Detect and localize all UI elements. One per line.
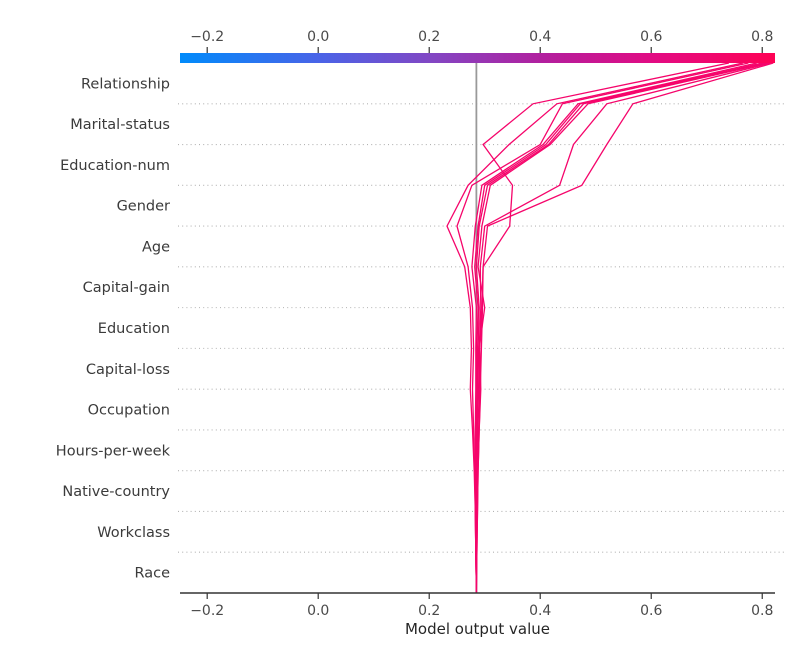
x-axis-tick-label: 0.6	[640, 603, 662, 619]
feature-label-marital-status: Marital-status	[70, 117, 170, 133]
decision-paths-group	[446, 62, 774, 594]
colorbar-tick-label: 0.8	[751, 29, 773, 45]
gridlines-group	[178, 103, 786, 553]
decision-path-observation-4	[475, 62, 766, 594]
colorbar-tick-label: 0.0	[307, 29, 329, 45]
decision-path-observation-5	[474, 62, 763, 594]
x-axis-title: Model output value	[405, 620, 550, 638]
decision-path-observation-1	[475, 62, 774, 594]
decision-path-observation-2	[475, 62, 771, 593]
x-axis-tick-label: 0.4	[529, 603, 551, 619]
feature-label-age: Age	[142, 239, 170, 255]
feature-label-occupation: Occupation	[88, 403, 170, 419]
colorbar	[180, 53, 775, 63]
feature-label-gender: Gender	[117, 199, 170, 215]
colorbar-tick-label: 0.6	[640, 29, 662, 45]
colorbar-axis-group: −0.2 0.0 0.2 0.4 0.6 0.8	[190, 29, 773, 53]
feature-labels-group: Relationship Marital-status Education-num G…	[56, 76, 171, 581]
x-axis-group: −0.2 0.0 0.2 0.4 0.6 0.8	[180, 592, 775, 619]
feature-label-race: Race	[134, 566, 170, 582]
feature-label-capital-loss: Capital-loss	[86, 362, 170, 378]
x-axis-tick-label: −0.2	[190, 603, 224, 619]
decision-path-observation-3	[475, 62, 768, 593]
feature-label-hours-per-week: Hours-per-week	[56, 443, 171, 459]
x-axis-tick-label: 0.2	[418, 603, 440, 619]
feature-label-education-num: Education-num	[60, 158, 170, 174]
x-axis-tick-label: 0.0	[307, 603, 329, 619]
feature-label-education: Education	[98, 321, 170, 337]
colorbar-tick-label: 0.2	[418, 29, 440, 45]
decision-path-observation-8	[446, 62, 743, 594]
feature-label-native-country: Native-country	[62, 484, 170, 500]
colorbar-tick-label: 0.4	[529, 29, 551, 45]
x-axis-tick-label: 0.8	[751, 603, 773, 619]
colorbar-tick-label: −0.2	[190, 29, 224, 45]
feature-label-relationship: Relationship	[81, 76, 170, 92]
decision-path-observation-9	[475, 62, 730, 594]
feature-label-workclass: Workclass	[97, 525, 170, 541]
decision-path-observation-6	[471, 62, 757, 594]
feature-label-capital-gain: Capital-gain	[83, 280, 170, 296]
decision-path-observation-7	[456, 62, 749, 594]
